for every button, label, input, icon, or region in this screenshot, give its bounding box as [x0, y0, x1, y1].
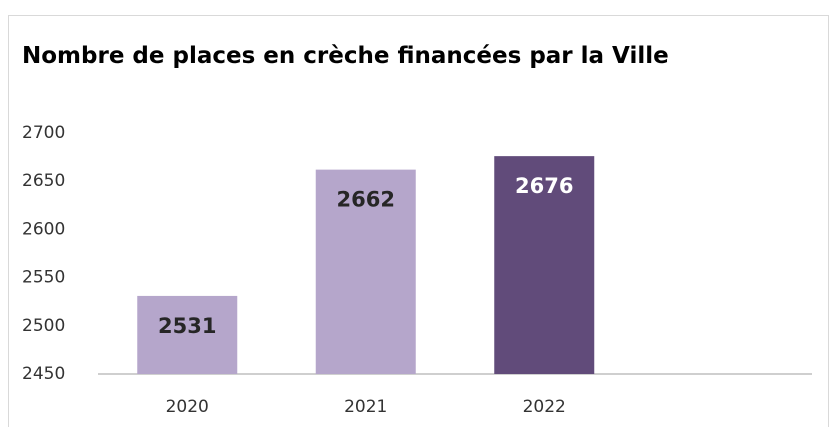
- bar: [494, 156, 595, 374]
- bar: [137, 295, 238, 374]
- y-tick-label: 2500: [22, 316, 65, 336]
- x-tick-label: 2022: [523, 397, 566, 417]
- chart-title: Nombre de places en crèche financées par…: [22, 43, 669, 69]
- x-tick-label: 2021: [344, 397, 387, 417]
- y-tick-label: 2650: [22, 171, 65, 191]
- value-label: 2531: [158, 314, 216, 338]
- y-tick-label: 2550: [22, 268, 65, 288]
- x-tick-label: 2020: [166, 397, 209, 417]
- y-tick-label: 2600: [22, 219, 65, 239]
- y-tick-label: 2700: [22, 123, 65, 143]
- y-tick-label: 2450: [22, 364, 65, 384]
- value-label: 2676: [515, 174, 573, 198]
- value-label: 2662: [337, 188, 395, 212]
- chart-frame: [8, 15, 829, 427]
- bar: [315, 169, 416, 374]
